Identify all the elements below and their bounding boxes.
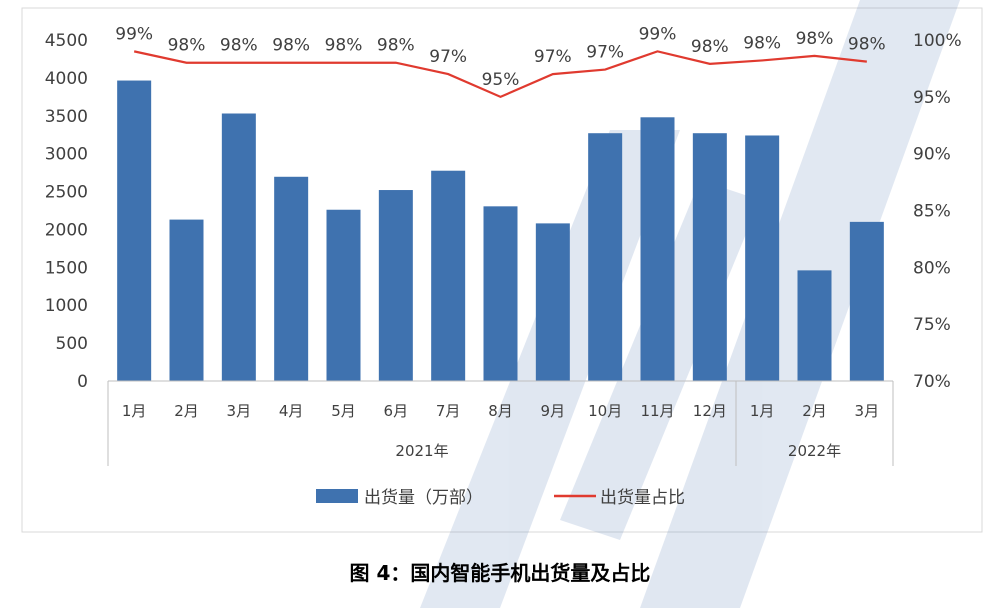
y-left-tick-label: 4000 [45, 69, 88, 89]
bar [640, 117, 675, 381]
y-right-tick-label: 80% [913, 258, 951, 278]
data-label: 98% [691, 37, 729, 57]
x-tick-label: 5月 [331, 402, 356, 420]
y-left-axis: 0 500 1000 1500 2000 2500 3000 3500 4000 4500 [45, 31, 88, 392]
data-label: 98% [168, 36, 206, 56]
bar [117, 80, 152, 382]
legend: 出货量（万部） 出货量占比 [316, 488, 685, 508]
y-right-tick-label: 85% [913, 202, 951, 222]
x-tick-label: 9月 [541, 402, 566, 420]
data-label: 95% [482, 70, 520, 90]
bar [221, 113, 256, 381]
bar [745, 135, 780, 381]
data-label: 97% [586, 43, 624, 63]
bar [326, 209, 361, 381]
y-right-axis: 70% 75% 80% 85% 90% 95% 100% [913, 31, 962, 392]
y-left-tick-label: 0 [77, 372, 88, 392]
bar [431, 170, 466, 381]
bar [169, 219, 204, 381]
data-label: 98% [377, 36, 415, 56]
data-label: 98% [743, 33, 781, 53]
data-label: 98% [796, 29, 834, 49]
y-left-tick-label: 1000 [45, 296, 88, 316]
x-tick-label: 8月 [488, 402, 513, 420]
y-left-tick-label: 3000 [45, 145, 88, 165]
x-tick-label: 3月 [855, 402, 880, 420]
y-left-tick-label: 2500 [45, 183, 88, 203]
data-label: 97% [429, 47, 467, 67]
x-tick-label: 2月 [174, 402, 199, 420]
legend-line-label: 出货量占比 [600, 488, 685, 508]
data-label: 98% [220, 36, 258, 56]
legend-bar-swatch [316, 489, 358, 503]
x-tick-label: 3月 [227, 402, 252, 420]
bar [535, 223, 570, 381]
x-tick-label: 10月 [588, 402, 622, 420]
x-tick-label: 11月 [640, 402, 674, 420]
data-label: 99% [639, 24, 677, 44]
y-left-tick-label: 3500 [45, 107, 88, 127]
bar [588, 133, 623, 381]
bar [378, 190, 413, 381]
y-left-tick-label: 500 [56, 334, 88, 354]
x-tick-label: 1月 [122, 402, 147, 420]
bar [797, 270, 832, 381]
x-tick-label: 6月 [384, 402, 409, 420]
legend-bar-label: 出货量（万部） [364, 488, 483, 508]
y-right-tick-label: 75% [913, 315, 951, 335]
x-group-label: 2022年 [788, 442, 841, 460]
bar [849, 221, 884, 381]
x-tick-label: 4月 [279, 402, 304, 420]
line-series: 99% 98% 98% 98% 98% 98% 97% 95% 97% 97% 99% 98% 98% 9… [115, 24, 886, 99]
x-group-label: 2021年 [395, 442, 448, 460]
bar [483, 206, 518, 381]
x-tick-label: 7月 [436, 402, 461, 420]
y-left-tick-label: 2000 [45, 220, 88, 240]
x-axis: 1月 2月 3月 4月 5月 6月 7月 8月 9月 10月 11月 12月 1月 2月 3月 2021年 20… [107, 380, 894, 466]
y-left-tick-label: 4500 [45, 31, 88, 51]
y-right-tick-label: 100% [913, 31, 962, 51]
figure-caption: 图 4：国内智能手机出货量及占比 [350, 561, 651, 585]
data-label: 98% [272, 36, 310, 56]
bar [274, 176, 309, 381]
y-right-tick-label: 70% [913, 372, 951, 392]
y-right-tick-label: 95% [913, 88, 951, 108]
x-tick-label: 1月 [750, 402, 775, 420]
data-label: 98% [325, 36, 363, 56]
bar [692, 133, 727, 381]
data-label: 97% [534, 47, 572, 67]
data-label: 99% [115, 24, 153, 44]
y-right-tick-label: 90% [913, 145, 951, 165]
x-tick-label: 2月 [802, 402, 827, 420]
series-line [133, 50, 867, 99]
x-tick-label: 12月 [693, 402, 727, 420]
bar-series [117, 80, 884, 382]
data-label: 98% [848, 35, 886, 55]
y-left-tick-label: 1500 [45, 258, 88, 278]
